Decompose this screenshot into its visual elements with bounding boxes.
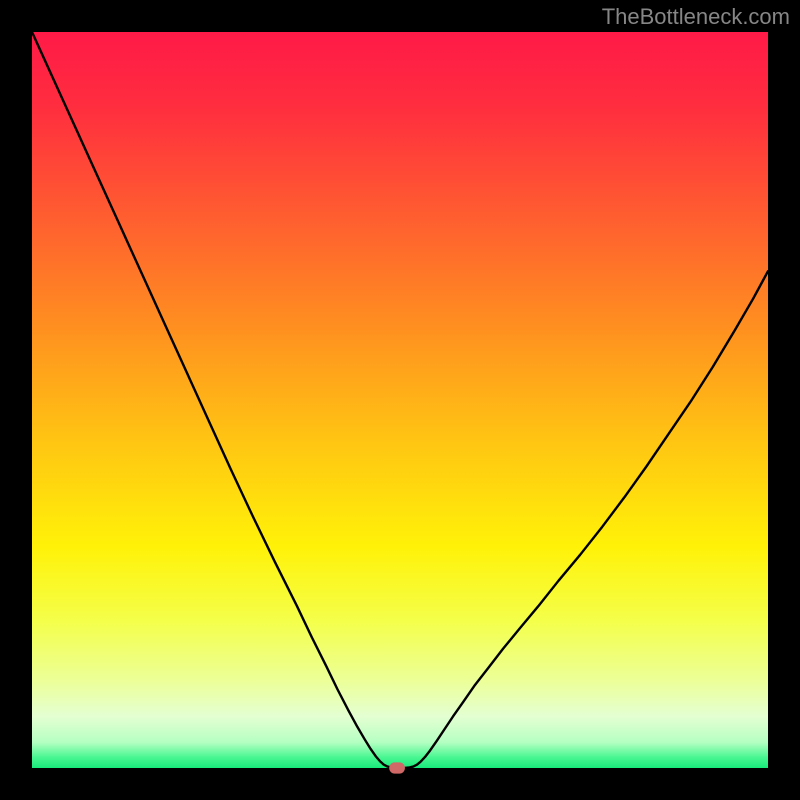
minimum-marker: [390, 763, 405, 773]
watermark-text: TheBottleneck.com: [602, 4, 790, 30]
plot-background: [32, 32, 768, 768]
chart-svg: [0, 0, 800, 800]
chart-container: { "watermark": { "text": "TheBottleneck.…: [0, 0, 800, 800]
